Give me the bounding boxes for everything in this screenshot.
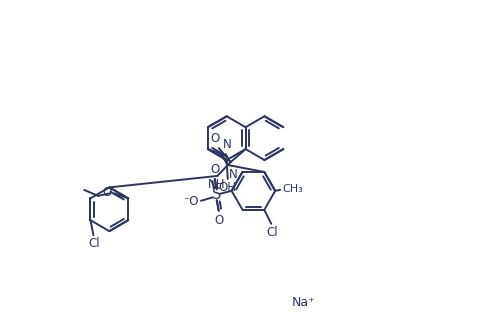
Text: N: N xyxy=(229,168,238,181)
Text: O: O xyxy=(211,132,220,145)
Text: S: S xyxy=(212,187,222,202)
Text: ⁻O: ⁻O xyxy=(183,195,199,208)
Text: OH: OH xyxy=(219,181,237,194)
Text: CH₃: CH₃ xyxy=(282,184,303,194)
Text: NH: NH xyxy=(208,178,226,191)
Text: Cl: Cl xyxy=(88,237,100,250)
Text: Na⁺: Na⁺ xyxy=(292,296,315,309)
Text: O: O xyxy=(103,186,112,199)
Text: Cl: Cl xyxy=(266,226,278,239)
Text: O: O xyxy=(214,214,224,227)
Text: N: N xyxy=(223,138,232,151)
Text: O: O xyxy=(210,163,220,176)
